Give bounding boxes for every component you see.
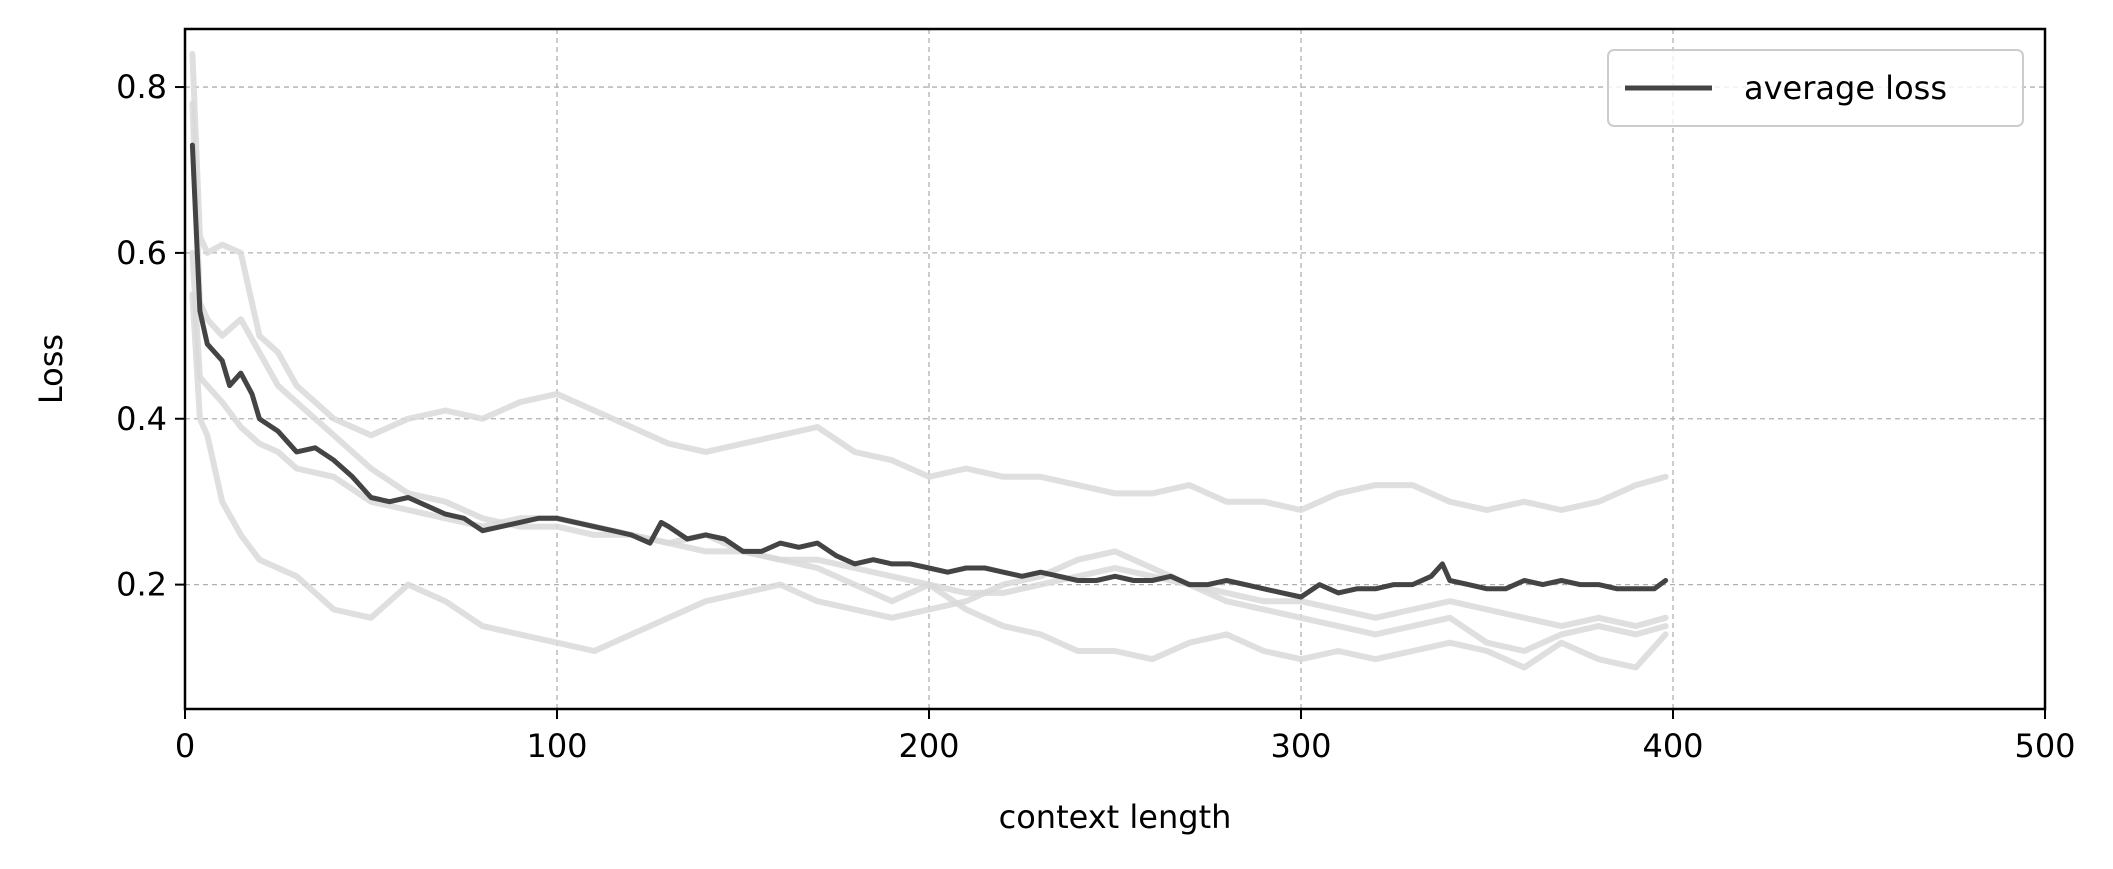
y-tick-label: 0.4 [116,400,167,438]
legend: average loss [1607,49,2024,127]
average-series [189,142,1669,600]
run-line-1 [189,50,1669,513]
y-tick-label: 0.8 [116,68,167,106]
x-tick-label: 100 [526,727,587,765]
x-tick-label: 0 [175,727,195,765]
y-tick-label: 0.6 [116,234,167,272]
x-tick-label: 400 [1642,727,1703,765]
individual-runs [189,50,1669,671]
y-tick-label: 0.2 [116,566,167,604]
legend-box [1607,49,2024,127]
x-axis-label: context length [999,798,1232,836]
run-line-3 [189,291,1669,654]
y-axis-label: Loss [32,334,70,404]
run-line-4 [189,100,1669,630]
plot-frame [183,27,2047,711]
x-tick-label: 200 [898,727,959,765]
x-tick-label: 500 [2014,727,2075,765]
x-tick-label: 300 [1270,727,1331,765]
run-line-2 [189,249,1669,671]
legend-label-average-loss: average loss [1744,69,1947,107]
average-loss-line [189,142,1669,600]
axis-ticks: 0 100 200 300 400 500 0.2 0.4 0.6 0.8 [116,68,2075,765]
